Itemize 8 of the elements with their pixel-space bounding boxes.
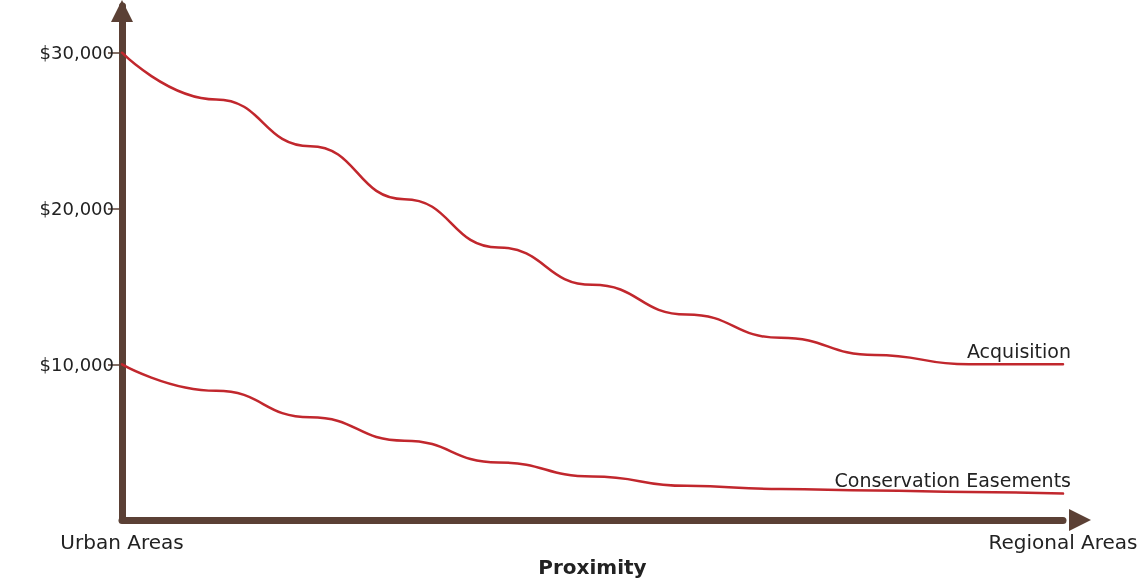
series-label: Acquisition (966, 339, 1071, 362)
series-label: Conservation Easements (834, 469, 1071, 492)
y-tick-label: $20,000 (39, 198, 114, 220)
y-tick-label: $10,000 (39, 353, 114, 375)
x-tick-label: Regional Areas (988, 530, 1138, 555)
x-tick-label: Urban Areas (60, 530, 184, 555)
x-axis-title: Proximity (538, 555, 647, 579)
y-tick-label: $30,000 (39, 42, 114, 64)
